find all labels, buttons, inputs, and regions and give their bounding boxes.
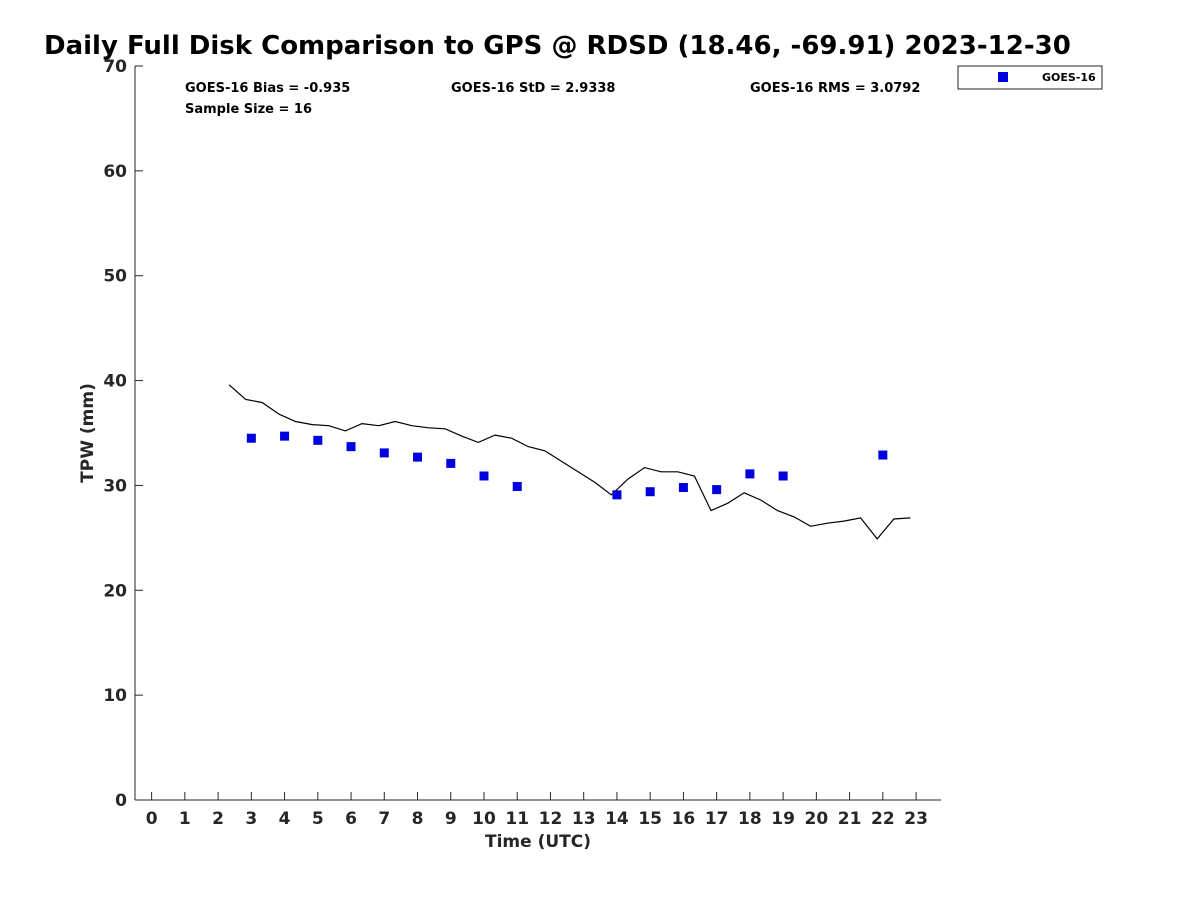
goes16-point xyxy=(346,442,356,452)
x-tick-label: 11 xyxy=(505,809,529,829)
legend-marker xyxy=(998,72,1008,82)
y-tick-label: 70 xyxy=(103,57,127,77)
x-tick-label: 4 xyxy=(279,809,291,829)
y-tick-label: 30 xyxy=(103,476,127,496)
goes16-point xyxy=(446,458,456,468)
legend: GOES-16 xyxy=(957,65,1103,90)
x-tick-label: 7 xyxy=(378,809,390,829)
goes16-point xyxy=(678,483,688,493)
y-ticks: 0 10 20 30 40 50 60 70 xyxy=(103,57,143,811)
goes16-point xyxy=(512,481,522,491)
x-tick-label: 13 xyxy=(572,809,596,829)
legend-label: GOES-16 xyxy=(1042,71,1096,84)
goes16-point-series xyxy=(246,431,888,500)
sample-size-stat: Sample Size = 16 xyxy=(185,102,312,117)
y-tick-label: 60 xyxy=(103,162,127,182)
x-tick-label: 1 xyxy=(179,809,191,829)
x-tick-label: 10 xyxy=(472,809,496,829)
x-tick-label: 12 xyxy=(539,809,563,829)
goes16-point xyxy=(379,448,389,458)
x-tick-label: 21 xyxy=(838,809,862,829)
x-tick-label: 19 xyxy=(771,809,795,829)
x-tick-label: 22 xyxy=(871,809,895,829)
goes16-point xyxy=(246,433,256,443)
axes xyxy=(134,66,941,801)
x-tick-label: 8 xyxy=(412,809,424,829)
gps-tpw-line xyxy=(228,384,911,540)
x-tick-label: 18 xyxy=(738,809,762,829)
goes16-point xyxy=(745,469,755,479)
goes16-point xyxy=(280,431,290,441)
x-tick-label: 5 xyxy=(312,809,324,829)
legend-box xyxy=(957,65,1103,90)
goes16-point xyxy=(878,450,888,460)
y-tick-label: 20 xyxy=(103,581,127,601)
goes16-point xyxy=(413,452,423,462)
x-tick-label: 6 xyxy=(345,809,357,829)
chart-title: Daily Full Disk Comparison to GPS @ RDSD… xyxy=(44,31,1071,61)
x-tick-label: 23 xyxy=(904,809,928,829)
x-axis-label: Time (UTC) xyxy=(485,832,591,852)
x-ticks: 0 1 2 3 4 5 6 7 8 9 10 11 12 13 14 15 16 17 18 19 20 21 22 23 xyxy=(146,792,928,829)
y-tick-label: 10 xyxy=(103,686,127,706)
goes16-point xyxy=(612,490,622,500)
x-tick-label: 17 xyxy=(705,809,729,829)
y-tick-label: 40 xyxy=(103,372,127,392)
goes16-point xyxy=(313,435,323,445)
goes16-point xyxy=(778,471,788,481)
rms-stat: GOES-16 RMS = 3.0792 xyxy=(750,81,920,96)
x-tick-label: 2 xyxy=(212,809,224,829)
y-axis-label: TPW (mm) xyxy=(78,383,98,483)
x-tick-label: 16 xyxy=(672,809,696,829)
std-stat: GOES-16 StD = 2.9338 xyxy=(451,81,615,96)
gps-line-series xyxy=(228,384,911,540)
x-tick-label: 15 xyxy=(638,809,662,829)
goes16-point xyxy=(712,485,722,495)
goes16-point xyxy=(479,471,489,481)
x-tick-label: 20 xyxy=(805,809,829,829)
x-tick-label: 3 xyxy=(245,809,257,829)
x-tick-label: 9 xyxy=(445,809,457,829)
x-tick-label: 0 xyxy=(146,809,158,829)
goes16-point xyxy=(645,487,655,497)
y-tick-label: 0 xyxy=(115,791,127,811)
y-tick-label: 50 xyxy=(103,267,127,287)
x-tick-label: 14 xyxy=(605,809,629,829)
bias-stat: GOES-16 Bias = -0.935 xyxy=(185,81,350,96)
